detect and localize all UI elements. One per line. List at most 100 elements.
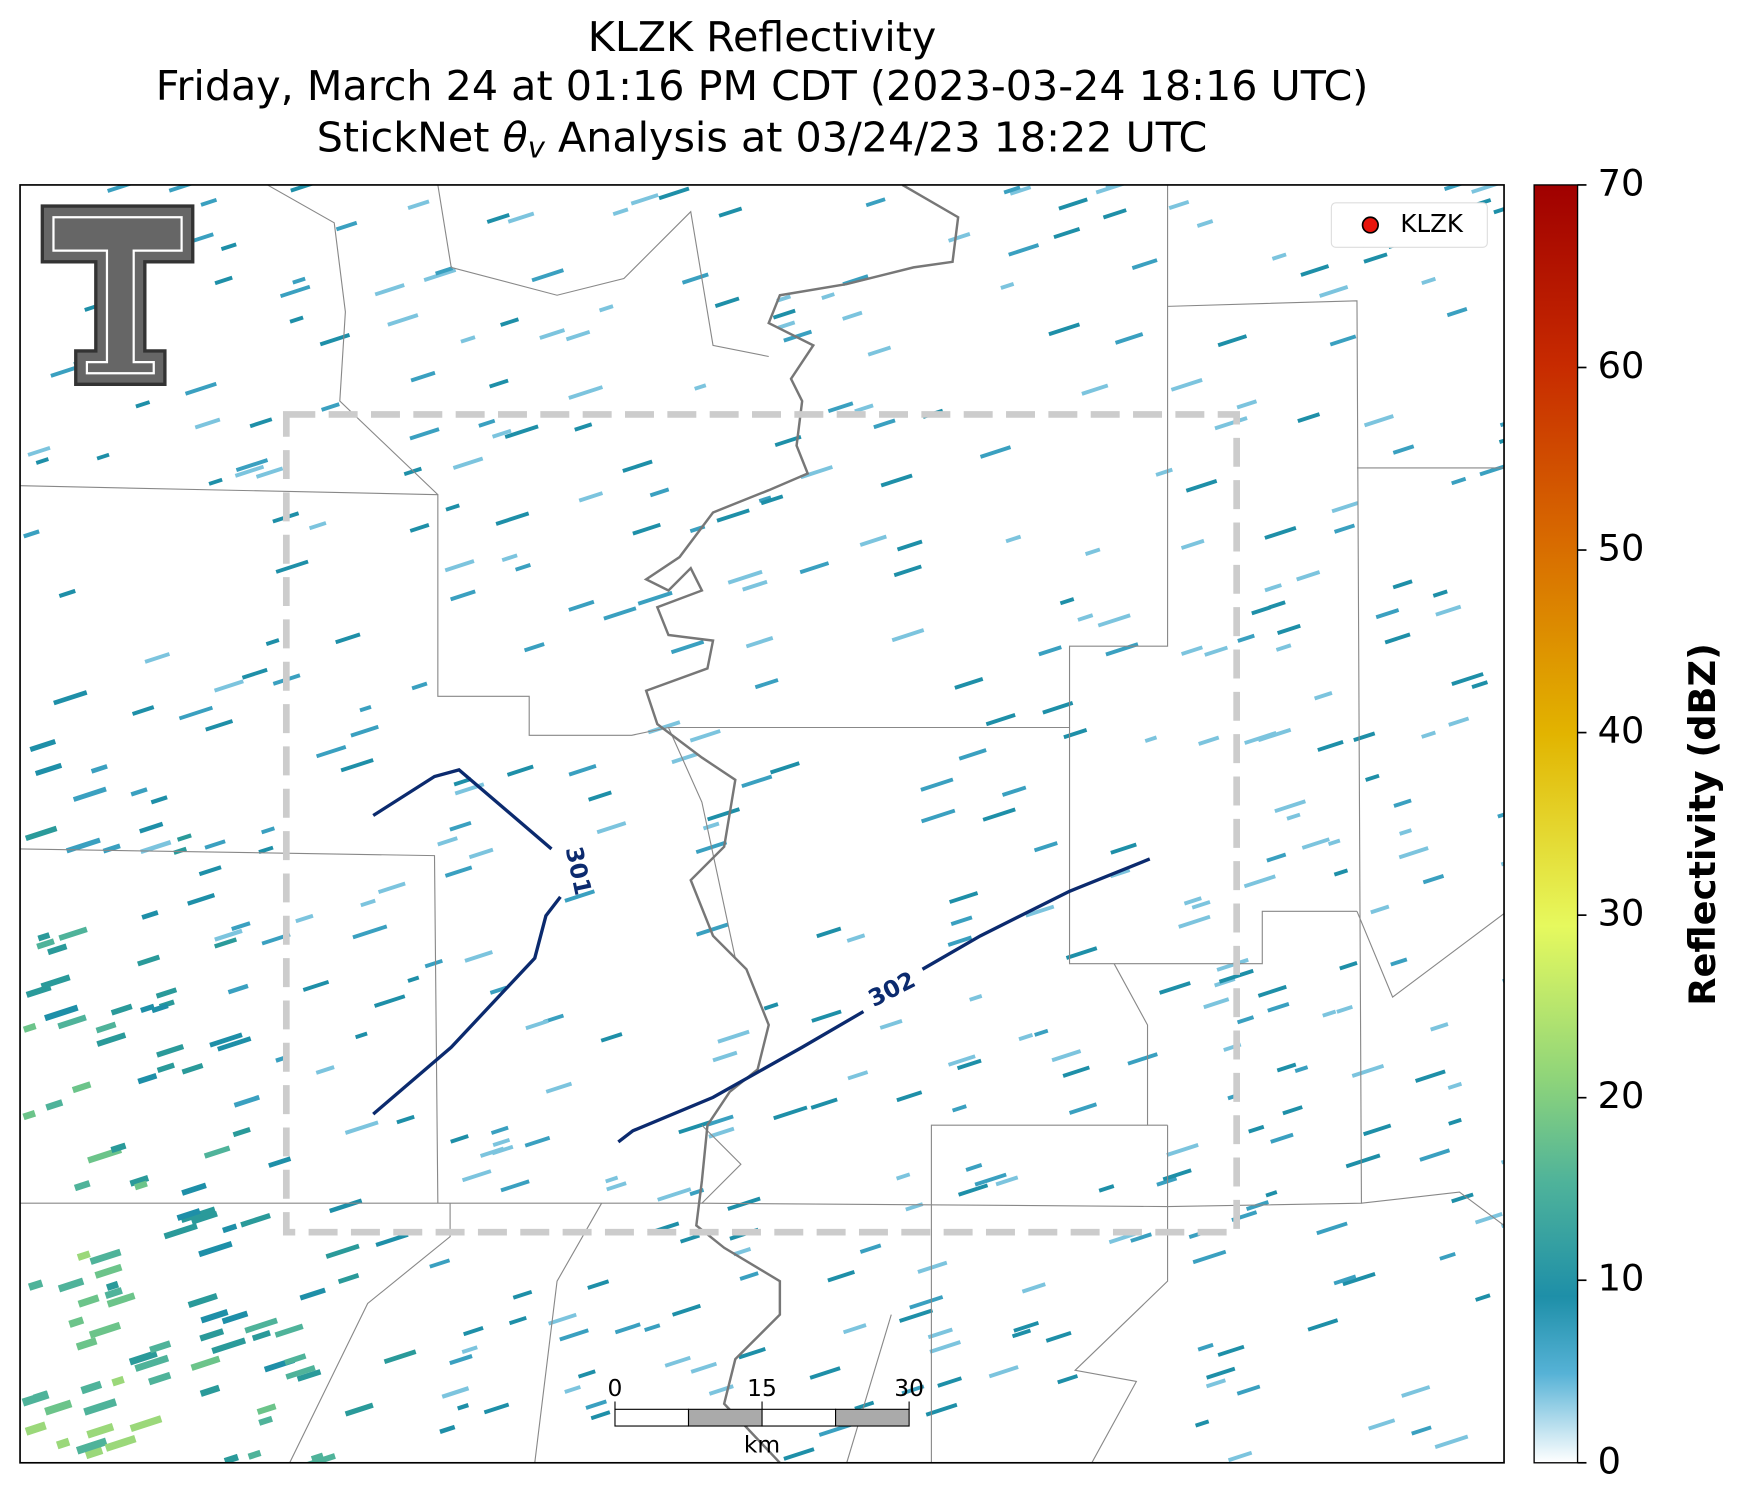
echo [396, 1114, 415, 1125]
echo [1042, 701, 1074, 715]
echo [500, 317, 520, 327]
echo [27, 445, 51, 457]
legend-label: KLZK [1400, 209, 1464, 238]
echo [214, 928, 243, 942]
echo [53, 690, 88, 706]
echo [128, 1350, 158, 1366]
echo [1414, 1069, 1446, 1083]
echo [1077, 613, 1094, 622]
echo [574, 422, 593, 432]
echo [72, 786, 107, 802]
echo [1265, 1190, 1278, 1198]
echo [1102, 208, 1127, 220]
echo [1345, 1153, 1381, 1169]
echo [104, 1287, 123, 1299]
echo [295, 913, 314, 924]
echo [1362, 1123, 1392, 1137]
echo [335, 632, 361, 645]
echo [1045, 1330, 1072, 1343]
echo [777, 320, 796, 330]
echo [1197, 1342, 1214, 1352]
echo [289, 315, 304, 324]
echo [1401, 1385, 1431, 1398]
echo [148, 1371, 172, 1386]
colorbar-tick-label: 10 [1598, 1257, 1645, 1300]
echo [1114, 332, 1144, 345]
echo [355, 1031, 368, 1040]
echo [1333, 1274, 1357, 1286]
echo [1236, 1015, 1255, 1025]
echo [1392, 579, 1413, 590]
echo [1059, 597, 1075, 606]
echo [181, 1182, 207, 1196]
echo [340, 758, 374, 773]
echo [104, 1435, 137, 1452]
echo [506, 764, 534, 777]
echo [450, 589, 476, 602]
echo [144, 652, 171, 664]
echo [1331, 501, 1359, 514]
echo [957, 1183, 989, 1197]
echo [387, 313, 419, 327]
echo [234, 464, 265, 478]
colorbar-tick-label: 50 [1598, 527, 1645, 570]
echo [1000, 282, 1015, 290]
echo [1329, 334, 1357, 347]
echo [299, 1287, 326, 1301]
echo [1322, 1009, 1337, 1018]
echo [568, 385, 604, 400]
echo [1155, 467, 1173, 477]
echo [463, 1326, 484, 1337]
echo [658, 186, 690, 201]
echo [622, 459, 653, 473]
echo [508, 1315, 527, 1326]
echo [241, 667, 268, 680]
echo [690, 1361, 718, 1374]
scale-unit: km [744, 1431, 780, 1459]
echo [88, 1321, 122, 1339]
echo [896, 1090, 923, 1103]
echo [173, 846, 187, 855]
echo [149, 1340, 172, 1354]
echo [1243, 874, 1276, 889]
echo [184, 381, 217, 396]
echo [1270, 1132, 1294, 1144]
echo [130, 787, 148, 797]
echo [559, 1328, 589, 1342]
echo [917, 1260, 948, 1274]
echo [1021, 1282, 1046, 1294]
echo [1038, 645, 1062, 657]
echo [137, 1073, 158, 1085]
echo [359, 704, 372, 713]
echo [200, 197, 218, 207]
echo [745, 636, 774, 649]
echo [985, 713, 1016, 727]
echo [1333, 523, 1356, 534]
echo [1411, 1425, 1432, 1436]
echo [96, 452, 110, 461]
echo [717, 1029, 750, 1044]
echo [168, 184, 197, 193]
echo [58, 588, 76, 599]
echo [47, 943, 68, 956]
echo [1144, 735, 1158, 743]
echo [444, 559, 475, 573]
echo [603, 606, 637, 621]
echo [492, 1137, 511, 1148]
analysis-domain [282, 411, 1240, 1236]
theta-v-contours [372, 767, 1151, 1144]
echo [1451, 476, 1467, 486]
echo [854, 403, 874, 414]
echo [194, 417, 221, 430]
echo [1276, 1062, 1297, 1073]
echo [842, 1323, 867, 1335]
echo [1342, 1271, 1376, 1287]
echo [129, 1415, 163, 1433]
echo [1237, 633, 1255, 643]
echo [200, 1309, 229, 1324]
echo [979, 445, 1012, 459]
echo [995, 1175, 1019, 1187]
echo [1351, 1063, 1385, 1078]
echo [1390, 957, 1408, 967]
legend-box [1330, 202, 1488, 248]
